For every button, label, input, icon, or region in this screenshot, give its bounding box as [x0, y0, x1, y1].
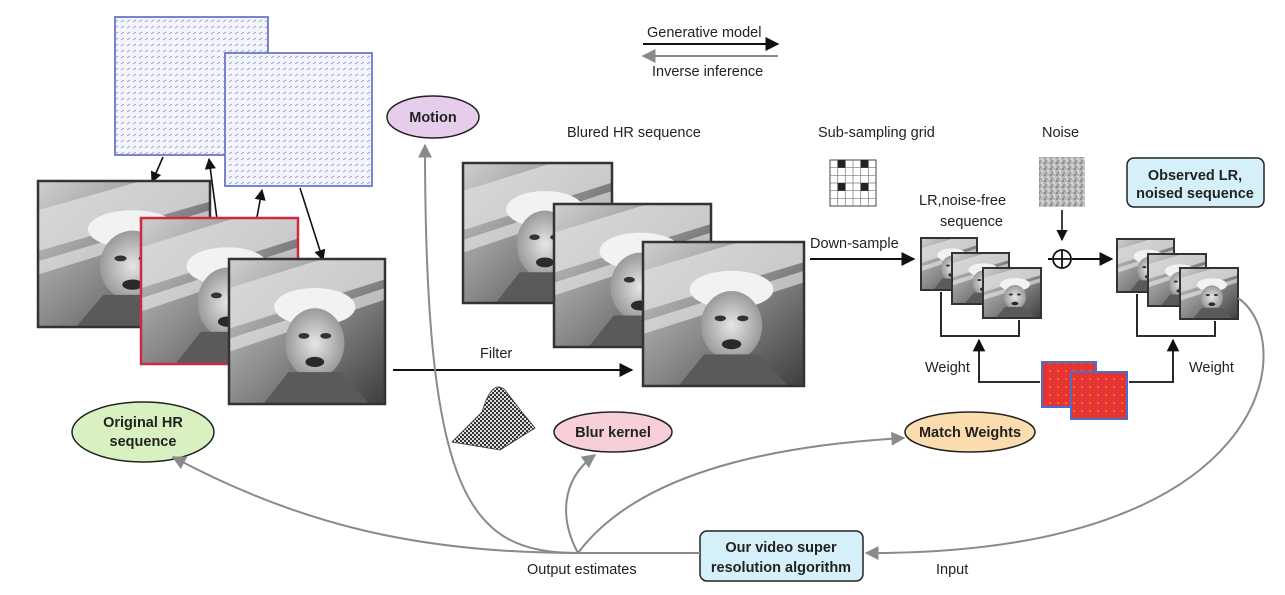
flow-field-2	[224, 52, 373, 187]
subsampling-grid-icon	[829, 159, 877, 207]
original-hr-line1: Original HR	[103, 415, 183, 431]
legend-inverse-label: Inverse inference	[652, 64, 763, 80]
weight-left-label: Weight	[925, 360, 970, 376]
blur-kernel-node: Blur kernel	[553, 411, 673, 453]
observed-lr-node: Observed LR, noised sequence	[1126, 157, 1265, 208]
filter-label: Filter	[480, 346, 512, 362]
original-hr-line2: sequence	[110, 434, 177, 450]
match-weights-label: Match Weights	[919, 425, 1021, 441]
lr-noise-free-line1: LR,noise-free	[919, 193, 1006, 209]
original-hr-node: Original HR sequence	[71, 401, 215, 463]
hr-frame-3	[227, 257, 387, 406]
algorithm-line2: resolution algorithm	[711, 560, 851, 576]
blur-kernel-label: Blur kernel	[575, 425, 651, 441]
blurred-frame-3	[641, 240, 806, 388]
observed-frame-3	[1179, 267, 1239, 320]
down-sample-label: Down-sample	[810, 236, 899, 252]
observed-lr-line2: noised sequence	[1136, 186, 1254, 202]
algorithm-line1: Our video super	[725, 540, 837, 556]
motion-label: Motion	[409, 110, 457, 126]
weight-map-2	[1070, 371, 1128, 420]
algorithm-node: Our video super resolution algorithm	[699, 530, 864, 582]
match-weights-node: Match Weights	[904, 411, 1036, 453]
blurred-hr-label: Blured HR sequence	[567, 125, 701, 141]
observed-lr-line1: Observed LR,	[1148, 168, 1242, 184]
output-estimates-label: Output estimates	[527, 562, 637, 578]
blur-kernel-mesh	[451, 386, 536, 451]
legend: Generative model Inverse inference	[641, 25, 780, 80]
add-noise-symbol	[1052, 249, 1072, 269]
subsampling-label: Sub-sampling grid	[818, 125, 935, 141]
noise-patch	[1039, 157, 1085, 207]
lr-noise-free-line2: sequence	[940, 214, 1003, 230]
input-label: Input	[936, 562, 968, 578]
legend-generative-label: Generative model	[647, 25, 761, 41]
motion-node: Motion	[386, 95, 480, 139]
noise-label: Noise	[1042, 125, 1079, 141]
inverse-arrows	[171, 143, 1265, 561]
lr-frame-3	[982, 267, 1042, 319]
weight-right-label: Weight	[1189, 360, 1234, 376]
